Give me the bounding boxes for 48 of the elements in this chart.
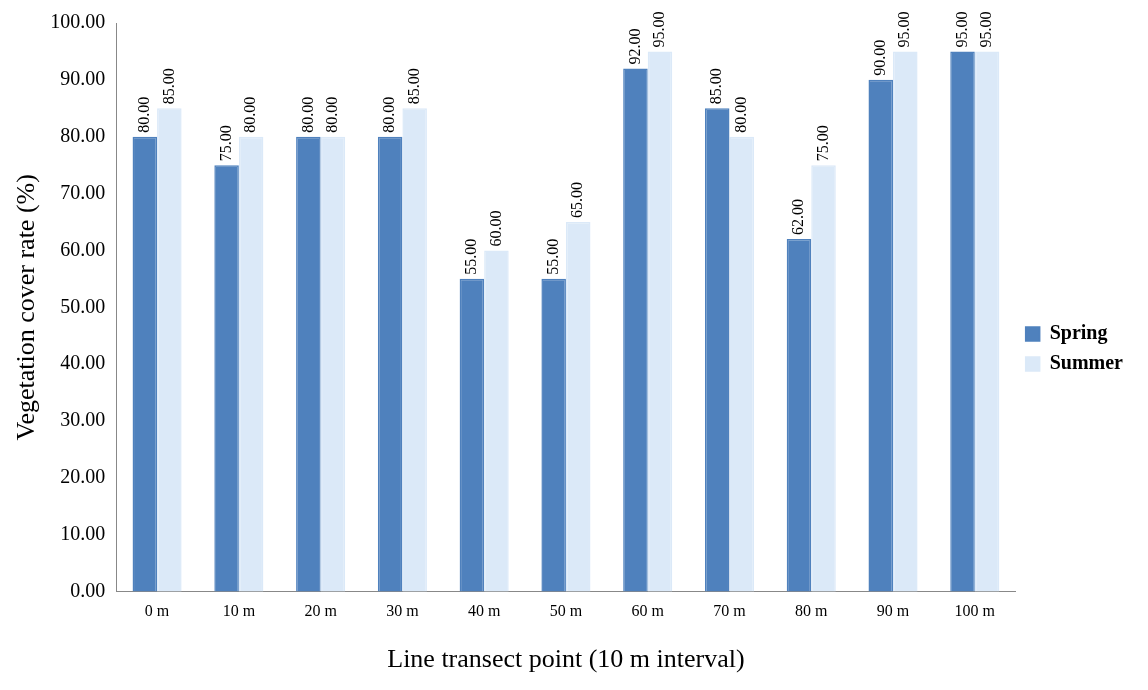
y-tick-label: 30.00	[60, 408, 106, 431]
y-tick-label: 80.00	[60, 123, 106, 146]
data-label: 80.00	[380, 96, 398, 133]
data-label: 80.00	[135, 96, 153, 133]
data-label: 80.00	[241, 96, 259, 133]
x-tick-label: 40 m	[467, 602, 501, 620]
data-label: 95.00	[977, 11, 995, 48]
y-tick-label: 10.00	[60, 521, 106, 544]
data-label: 55.00	[462, 238, 480, 275]
data-label: 75.00	[813, 125, 831, 162]
y-tick-label: 20.00	[60, 465, 106, 488]
data-label: 92.00	[625, 28, 643, 65]
legend-label: Summer	[1049, 351, 1124, 374]
data-label: 90.00	[870, 39, 888, 76]
data-label: 85.00	[404, 68, 422, 105]
legend-label: Spring	[1049, 321, 1108, 345]
y-tick-label: 0.00	[70, 578, 106, 601]
y-tick-label: 70.00	[60, 180, 106, 203]
data-label: 95.00	[952, 11, 970, 48]
x-tick-label: 90 m	[876, 602, 910, 620]
y-tick-label: 60.00	[60, 237, 106, 260]
data-label: 95.00	[650, 11, 668, 48]
data-label: 80.00	[731, 96, 749, 133]
y-tick-label: 90.00	[60, 67, 106, 90]
y-tick-label: 50.00	[60, 294, 106, 317]
y-tick-label: 40.00	[60, 351, 106, 374]
data-label: 95.00	[895, 11, 913, 48]
y-tick-label: 100.00	[50, 10, 106, 33]
x-tick-label: 80 m	[795, 602, 829, 620]
x-tick-label: 50 m	[549, 602, 583, 620]
data-label: 80.00	[323, 96, 341, 133]
data-label: 80.00	[298, 96, 316, 133]
x-axis-title: Line transect point (10 m interval)	[387, 644, 745, 674]
x-tick-label: 20 m	[304, 602, 338, 620]
x-tick-label: 30 m	[386, 602, 420, 620]
x-tick-label: 60 m	[631, 602, 665, 620]
data-label: 75.00	[216, 125, 234, 162]
x-tick-label: 10 m	[222, 602, 256, 620]
data-label: 55.00	[543, 238, 561, 275]
x-tick-label: 0 m	[144, 602, 170, 620]
x-tick-label: 70 m	[713, 602, 747, 620]
data-label: 85.00	[707, 68, 725, 105]
data-label: 62.00	[789, 199, 807, 236]
y-axis-title: Vegetation cover rate (%)	[11, 174, 41, 441]
data-label: 60.00	[486, 210, 504, 247]
data-label: 85.00	[159, 68, 177, 105]
data-label: 65.00	[568, 182, 586, 219]
x-tick-label: 100 m	[954, 602, 996, 620]
